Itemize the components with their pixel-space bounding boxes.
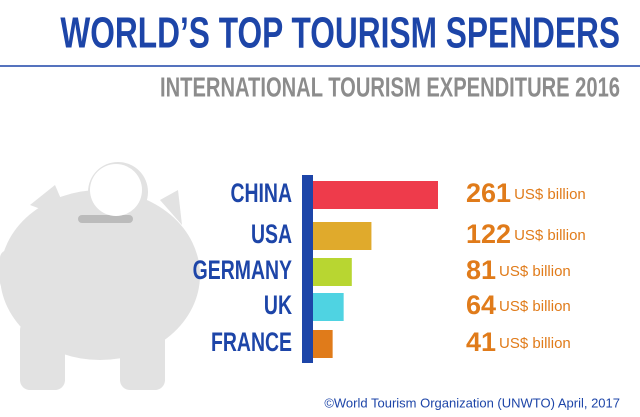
category-label: UK bbox=[264, 290, 292, 320]
value-group: 64 US$ billion bbox=[466, 290, 571, 320]
bar bbox=[313, 330, 333, 358]
value-text: 122 US$ billion bbox=[466, 219, 586, 249]
category-group: CHINA bbox=[230, 178, 292, 208]
unit-label: US$ billion bbox=[514, 186, 586, 203]
bar bbox=[313, 222, 372, 250]
chart-title: WORLD’S TOP TOURISM SPENDERS bbox=[60, 9, 620, 58]
bar bbox=[313, 181, 438, 209]
value-label: 64 bbox=[466, 290, 496, 320]
category-group: UK bbox=[264, 290, 292, 320]
value-text: 64 US$ billion bbox=[466, 290, 571, 320]
bar bbox=[313, 258, 352, 286]
value-text: 81 US$ billion bbox=[466, 255, 571, 285]
category-group: GERMANY bbox=[193, 255, 293, 285]
category-label: FRANCE bbox=[211, 327, 292, 357]
axis-bar bbox=[302, 175, 313, 363]
value-text: 41 US$ billion bbox=[466, 327, 571, 357]
category-label: USA bbox=[251, 219, 292, 249]
value-group: 81 US$ billion bbox=[466, 255, 571, 285]
unit-label: US$ billion bbox=[499, 298, 571, 315]
value-label: 41 bbox=[466, 327, 496, 357]
value-group: 41 US$ billion bbox=[466, 327, 571, 357]
value-group: 122 US$ billion bbox=[466, 219, 586, 249]
value-label: 81 bbox=[466, 255, 496, 285]
unit-label: US$ billion bbox=[514, 227, 586, 244]
category-label: CHINA bbox=[230, 178, 292, 208]
unit-label: US$ billion bbox=[499, 335, 571, 352]
coin bbox=[90, 164, 142, 216]
category-group: USA bbox=[251, 219, 292, 249]
source: ©World Tourism Organization (UNWTO) Apri… bbox=[324, 395, 620, 410]
value-text: 261 US$ billion bbox=[466, 178, 586, 208]
value-label: 122 bbox=[466, 219, 511, 249]
value-label: 261 bbox=[466, 178, 511, 208]
unit-label: US$ billion bbox=[499, 263, 571, 280]
chart-subtitle: INTERNATIONAL TOURISM EXPENDITURE 2016 bbox=[160, 72, 620, 103]
category-label: GERMANY bbox=[193, 255, 293, 285]
value-group: 261 US$ billion bbox=[466, 178, 586, 208]
category-group: FRANCE bbox=[211, 327, 292, 357]
bar bbox=[313, 293, 344, 321]
